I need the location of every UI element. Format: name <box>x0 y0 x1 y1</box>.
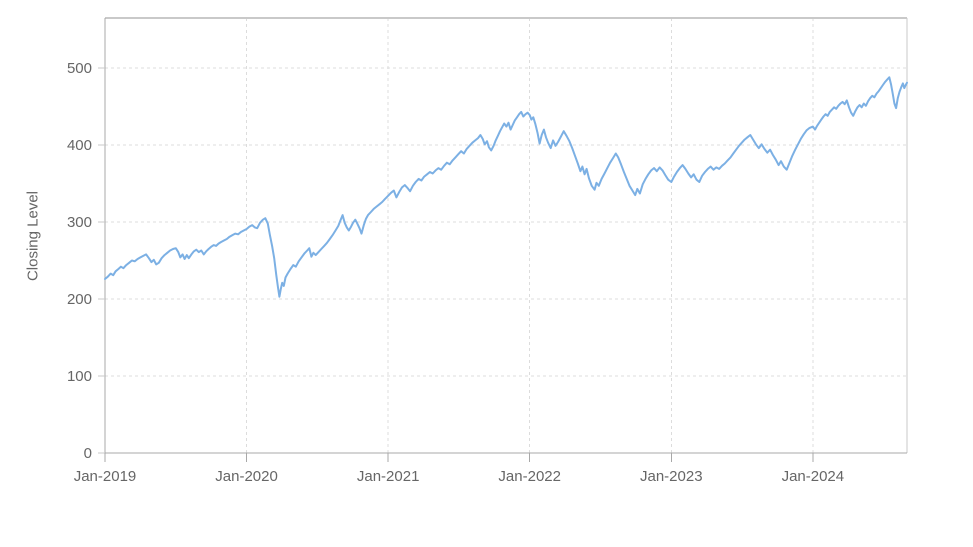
x-tick-label: Jan-2020 <box>215 468 278 485</box>
y-tick-label: 500 <box>67 60 92 77</box>
x-tick-label: Jan-2023 <box>640 468 703 485</box>
y-tick-label: 400 <box>67 137 92 154</box>
y-tick-label: 300 <box>67 214 92 231</box>
x-tick-label: Jan-2019 <box>74 468 137 485</box>
closing-level-series <box>104 76 908 298</box>
x-tick-label: Jan-2024 <box>782 468 845 485</box>
y-tick-label: 200 <box>67 291 92 308</box>
y-tick-label: 0 <box>84 445 92 462</box>
y-tick-label: 100 <box>67 368 92 385</box>
x-tick-label: Jan-2021 <box>357 468 420 485</box>
x-tick-label: Jan-2022 <box>498 468 561 485</box>
